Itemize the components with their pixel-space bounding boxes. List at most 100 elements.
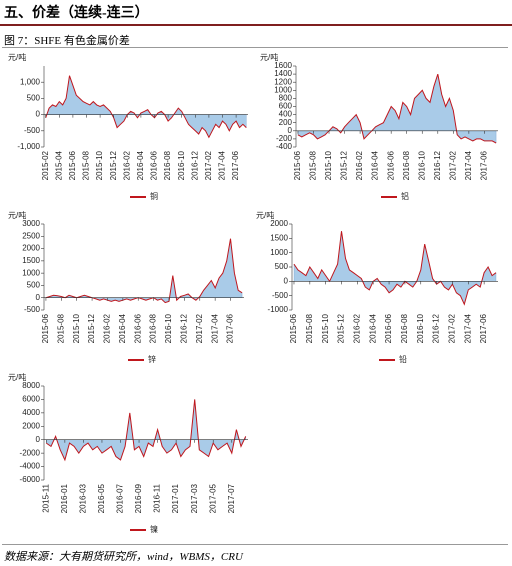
x-tick-label: 2016-09 (134, 483, 143, 513)
x-tick-label: 2016-02 (122, 150, 131, 180)
series-line (293, 231, 497, 306)
y-tick-label: 800 (279, 94, 293, 103)
y-axis-label: 元/吨 (8, 372, 26, 382)
y-tick-label: 1000 (274, 85, 292, 94)
x-tick-label: 2016-06 (133, 313, 142, 343)
y-tick-label: 2000 (22, 244, 40, 253)
x-tick-label: 2016-01 (60, 483, 69, 513)
legend-label: 镍 (150, 524, 158, 534)
x-tick-label: 2015-06 (293, 150, 302, 180)
x-tick-label: 2016-02 (352, 313, 361, 343)
x-tick-label: 2016-10 (177, 150, 186, 180)
x-tick-label: 2017-02 (204, 150, 213, 180)
x-tick-label: 2015-12 (340, 150, 349, 180)
x-tick-label: 2017-06 (480, 150, 489, 180)
x-tick-label: 2016-10 (417, 150, 426, 180)
x-tick-label: 2017-04 (464, 150, 473, 180)
x-tick-label: 2016-12 (432, 313, 441, 343)
y-tick-label: 8000 (22, 381, 40, 390)
chart-panel: 元/吨 -6000 -4000 -2000 0 2000 4000 6000 8000 镍 2015… (8, 372, 248, 534)
x-tick-label: 2015-08 (82, 150, 91, 180)
y-tick-label: 2000 (270, 219, 288, 228)
x-tick-label: 2016-06 (384, 313, 393, 343)
x-tick-label: 2015-02 (41, 150, 50, 180)
legend-label: 铅 (399, 354, 407, 364)
y-tick-label: 1600 (274, 61, 292, 70)
x-tick-label: 2016-05 (97, 483, 106, 513)
x-tick-label: 2016-08 (163, 150, 172, 180)
y-tick-label: -1,000 (17, 142, 40, 151)
x-tick-label: 2016-10 (416, 313, 425, 343)
x-tick-label: 2017-04 (210, 313, 219, 343)
x-tick-label: 2017-04 (218, 150, 227, 180)
x-tick-label: 2016-06 (386, 150, 395, 180)
x-tick-label: 2016-06 (150, 150, 159, 180)
x-tick-label: 2017-07 (227, 483, 236, 513)
x-tick-label: 2015-10 (324, 150, 333, 180)
x-tick-label: 2015-06 (68, 150, 77, 180)
x-tick-label: 2015-11 (41, 483, 50, 512)
figure-frame (2, 47, 508, 545)
series-line (45, 75, 247, 139)
x-tick-label: 2016-12 (190, 150, 199, 180)
x-tick-label: 2017-04 (463, 313, 472, 343)
x-tick-label: 2016-12 (433, 150, 442, 180)
legend-label: 锌 (148, 354, 156, 364)
y-tick-label: 1000 (270, 248, 288, 257)
y-tick-label: 0 (284, 276, 289, 285)
x-tick-label: 2015-12 (337, 313, 346, 343)
x-tick-label: 2015-06 (289, 313, 298, 343)
y-tick-label: -500 (24, 305, 41, 314)
x-tick-label: 2015-10 (321, 313, 330, 343)
x-tick-label: 2016-04 (368, 313, 377, 343)
x-tick-label: 2015-10 (72, 313, 81, 343)
series-line (46, 399, 247, 462)
x-tick-label: 2016-08 (402, 150, 411, 180)
y-tick-label: 0 (288, 126, 293, 135)
y-tick-label: 200 (279, 118, 293, 127)
y-tick-label: 500 (27, 281, 41, 290)
x-tick-label: 2017-02 (448, 150, 457, 180)
x-tick-label: 2015-08 (56, 313, 65, 343)
y-tick-label: 3000 (22, 219, 40, 228)
x-tick-label: 2016-04 (136, 150, 145, 180)
chart-panel: 元/吨 -400-20002004006008001000120014001600… (260, 52, 498, 201)
y-tick-label: 1500 (270, 233, 288, 242)
y-tick-label: 500 (27, 94, 41, 103)
y-tick-label: 500 (275, 262, 289, 271)
y-tick-label: 1000 (22, 268, 40, 277)
x-tick-label: 2017-02 (448, 313, 457, 343)
y-tick-label: 4000 (22, 408, 40, 417)
y-tick-label: -2000 (20, 448, 41, 457)
y-tick-label: 0 (36, 293, 41, 302)
y-axis-label: 元/吨 (256, 210, 274, 220)
x-tick-label: 2016-02 (355, 150, 364, 180)
y-axis-label: 元/吨 (260, 52, 278, 62)
x-tick-label: 2016-02 (103, 313, 112, 343)
divider (0, 24, 512, 26)
section-header: 五、价差（连续-连三） (4, 6, 149, 21)
x-tick-label: 2017-06 (479, 313, 488, 343)
area-fill (45, 238, 243, 303)
x-tick-label: 2015-12 (109, 150, 118, 180)
x-tick-label: 2015-06 (41, 313, 50, 343)
x-tick-label: 2016-04 (118, 313, 127, 343)
y-tick-label: -1000 (268, 305, 289, 314)
x-tick-label: 2017-02 (195, 313, 204, 343)
x-tick-label: 2017-06 (231, 150, 240, 180)
x-tick-label: 2016-10 (164, 313, 173, 343)
x-tick-label: 2016-03 (79, 483, 88, 513)
y-tick-label: 400 (279, 110, 293, 119)
series-line (297, 73, 497, 144)
y-tick-label: -4000 (20, 462, 41, 471)
x-tick-label: 2015-12 (87, 313, 96, 343)
y-tick-label: 0 (36, 110, 41, 119)
y-tick-label: 1500 (22, 256, 40, 265)
y-tick-label: -400 (276, 142, 293, 151)
y-axis-label: 元/吨 (8, 52, 26, 62)
x-tick-label: 2017-06 (226, 313, 235, 343)
x-tick-label: 2016-04 (371, 150, 380, 180)
x-tick-label: 2015-08 (309, 150, 318, 180)
chart-panel: 元/吨 -1,000 -500 0 500 1,000 铜 2015-02 2015-04 201… (8, 52, 248, 201)
